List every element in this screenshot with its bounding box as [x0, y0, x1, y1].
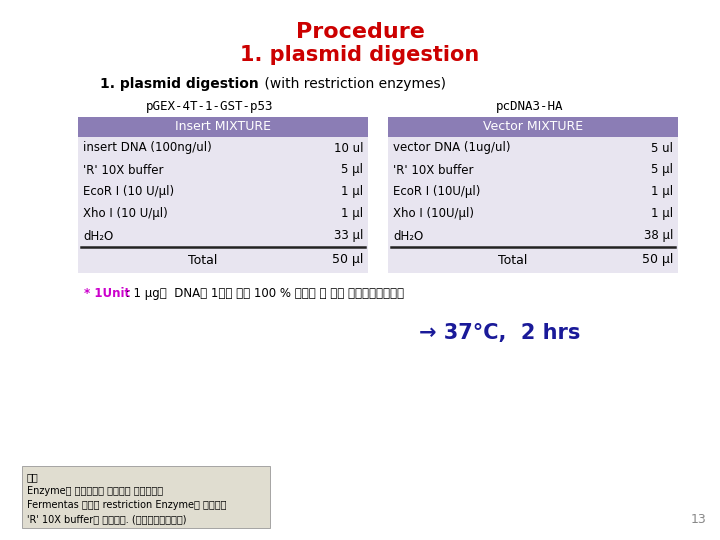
Text: dH₂O: dH₂O — [393, 230, 423, 242]
Text: 'R' 10X buffer: 'R' 10X buffer — [83, 164, 163, 177]
Text: (with restriction enzymes): (with restriction enzymes) — [260, 77, 446, 91]
Bar — [78, 203, 368, 225]
Text: 33 μl: 33 μl — [333, 230, 363, 242]
Bar — [388, 247, 678, 273]
Text: Procedure: Procedure — [296, 22, 424, 42]
Text: dH₂O: dH₂O — [83, 230, 113, 242]
Text: 50 μl: 50 μl — [332, 253, 363, 267]
Bar — [388, 181, 678, 203]
Bar — [22, 466, 270, 528]
Bar — [78, 117, 368, 137]
Text: 참조: 참조 — [27, 472, 39, 482]
Text: Fermentas 회사의 restriction Enzyme을 사용하고: Fermentas 회사의 restriction Enzyme을 사용하고 — [27, 500, 227, 510]
Bar — [388, 117, 678, 137]
Text: 1 μl: 1 μl — [341, 186, 363, 199]
Bar — [388, 203, 678, 225]
Text: * 1Unit: * 1Unit — [84, 287, 130, 300]
Bar — [78, 159, 368, 181]
Text: Xho I (10U/μl): Xho I (10U/μl) — [393, 207, 474, 220]
Text: : 1 μg의  DNA를 1시간 동안 100 % 절단할 수 있는 제한효소활성단위: : 1 μg의 DNA를 1시간 동안 100 % 절단할 수 있는 제한효소활… — [122, 287, 404, 300]
Text: 5 μl: 5 μl — [341, 164, 363, 177]
Text: 5 ul: 5 ul — [651, 141, 673, 154]
Text: pGEX-4T-1-GST-p53: pGEX-4T-1-GST-p53 — [146, 100, 274, 113]
Text: Xho I (10 U/μl): Xho I (10 U/μl) — [83, 207, 168, 220]
Text: Enzyme은 상업적으로 구입하여 사용하는데: Enzyme은 상업적으로 구입하여 사용하는데 — [27, 486, 163, 496]
Text: 10 ul: 10 ul — [333, 141, 363, 154]
Text: 'R' 10X buffer: 'R' 10X buffer — [393, 164, 474, 177]
Text: Insert MIXTURE: Insert MIXTURE — [175, 120, 271, 133]
Bar — [388, 159, 678, 181]
Text: 1 μl: 1 μl — [341, 207, 363, 220]
Bar — [78, 247, 368, 273]
Bar — [388, 137, 678, 159]
Text: pcDNA3-HA: pcDNA3-HA — [496, 100, 564, 113]
Bar — [78, 137, 368, 159]
Text: Total: Total — [189, 253, 217, 267]
Text: 5 μl: 5 μl — [651, 164, 673, 177]
Bar — [78, 181, 368, 203]
Text: vector DNA (1ug/ul): vector DNA (1ug/ul) — [393, 141, 510, 154]
Text: 13: 13 — [690, 513, 706, 526]
Text: 1 μl: 1 μl — [651, 207, 673, 220]
Text: 1 μl: 1 μl — [651, 186, 673, 199]
Text: insert DNA (100ng/ul): insert DNA (100ng/ul) — [83, 141, 212, 154]
Text: 1. plasmid digestion: 1. plasmid digestion — [100, 77, 258, 91]
Text: → 37°C,  2 hrs: → 37°C, 2 hrs — [419, 323, 581, 343]
Text: 50 μl: 50 μl — [642, 253, 673, 267]
Text: 'R' 10X buffer를 사용한다. (다음슬라이드참조): 'R' 10X buffer를 사용한다. (다음슬라이드참조) — [27, 514, 186, 524]
Text: Vector MIXTURE: Vector MIXTURE — [483, 120, 583, 133]
Text: EcoR I (10U/μl): EcoR I (10U/μl) — [393, 186, 480, 199]
Text: 38 μl: 38 μl — [644, 230, 673, 242]
Text: EcoR I (10 U/μl): EcoR I (10 U/μl) — [83, 186, 174, 199]
Bar — [388, 225, 678, 247]
Text: 1. plasmid digestion: 1. plasmid digestion — [240, 45, 480, 65]
Text: Total: Total — [498, 253, 528, 267]
Bar — [78, 225, 368, 247]
